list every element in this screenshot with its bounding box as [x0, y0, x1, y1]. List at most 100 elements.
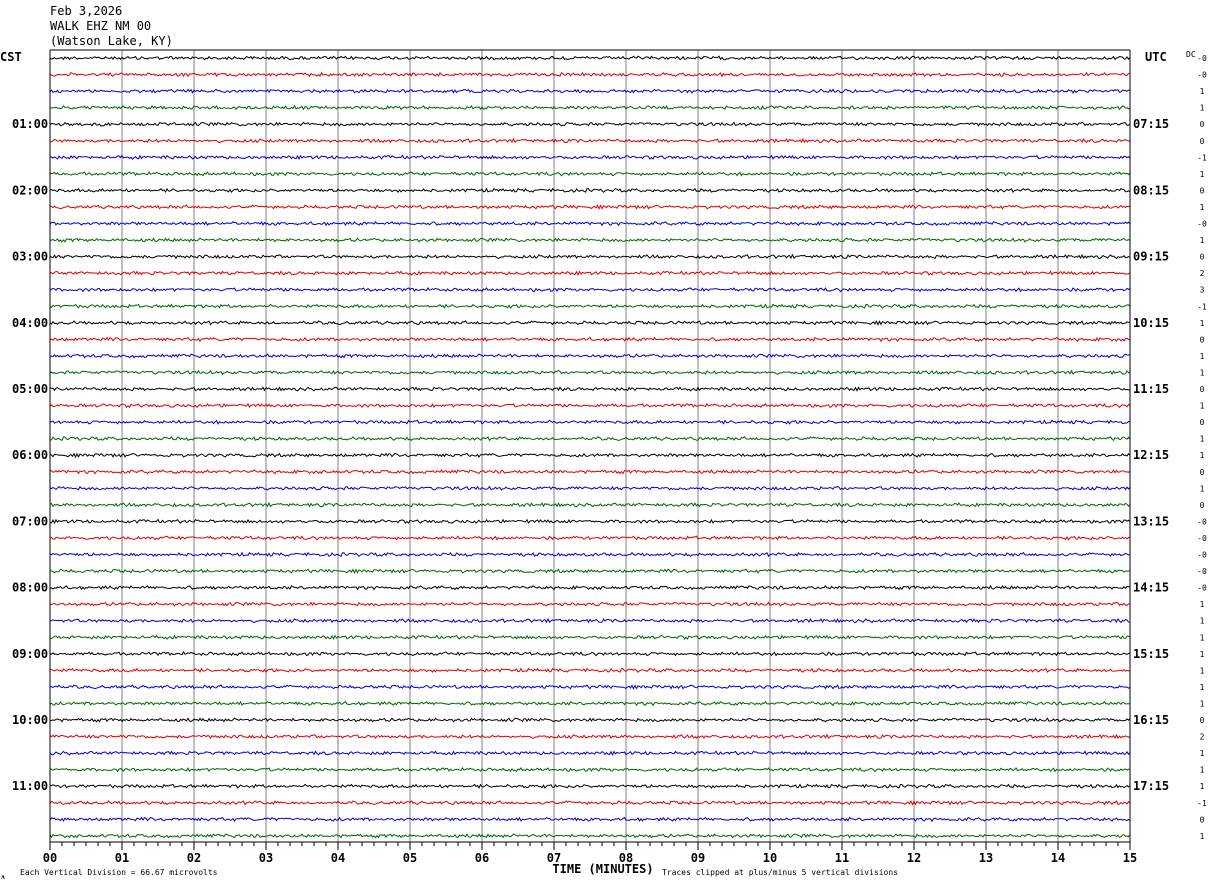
corner-mark: ᴀ [1, 872, 6, 881]
dc-offset-value: 1 [1200, 749, 1205, 758]
dc-offset-value: 0 [1200, 385, 1205, 394]
x-tick-label: 02 [187, 851, 201, 865]
dc-offset-value: 1 [1200, 170, 1205, 179]
trace-line [49, 171, 1131, 177]
x-tick-label: 03 [259, 851, 273, 865]
trace-line [49, 469, 1131, 475]
trace-line [49, 684, 1131, 690]
trace-line [49, 568, 1131, 575]
trace-line [49, 88, 1131, 94]
dc-offset-value: 1 [1200, 352, 1205, 361]
dc-offset-value: 0 [1200, 253, 1205, 262]
dc-offset-value: 1 [1200, 650, 1205, 659]
trace-line [49, 651, 1131, 657]
cst-hour-label: 06:00 [12, 448, 48, 462]
utc-hour-label: 10:15 [1133, 316, 1169, 330]
dc-offset-value: -0 [1197, 567, 1207, 576]
dc-offset-value: 1 [1200, 699, 1205, 708]
trace-line [49, 204, 1131, 211]
trace-line [49, 717, 1131, 723]
clip-note: Traces clipped at plus/minus 5 vertical … [662, 868, 898, 877]
x-tick-label: 13 [979, 851, 993, 865]
cst-hour-label: 02:00 [12, 183, 48, 197]
dc-offset-value: 1 [1200, 319, 1205, 328]
trace-line [49, 634, 1131, 641]
trace-line [49, 220, 1131, 227]
utc-hour-label: 09:15 [1133, 250, 1169, 264]
dc-offset-value: -0 [1197, 534, 1207, 543]
dc-offset-value: -0 [1197, 220, 1207, 229]
trace-line [49, 551, 1131, 558]
dc-offset-value: -0 [1197, 71, 1207, 80]
x-tick-label: 07 [547, 851, 561, 865]
utc-hour-label: 15:15 [1133, 647, 1169, 661]
dc-offset-value: 1 [1200, 402, 1205, 411]
trace-line [49, 584, 1131, 591]
dc-offset-value: 2 [1200, 733, 1205, 742]
dc-offset-value: 0 [1200, 468, 1205, 477]
x-tick-label: 15 [1123, 851, 1137, 865]
scale-note: Each Vertical Division = 66.67 microvolt… [20, 868, 218, 877]
dc-offset-value: 1 [1200, 617, 1205, 626]
dc-offset-value: -1 [1197, 302, 1207, 311]
dc-offset-value: 0 [1200, 716, 1205, 725]
dc-offset-value: 0 [1200, 815, 1205, 824]
trace-line [49, 270, 1131, 277]
trace-line [49, 452, 1131, 459]
dc-offset-value: 0 [1200, 335, 1205, 344]
dc-offset-value: 1 [1200, 633, 1205, 642]
x-tick-label: 11 [835, 851, 849, 865]
x-tick-label: 06 [475, 851, 489, 865]
cst-hour-label: 03:00 [12, 250, 48, 264]
cst-hour-label: 11:00 [12, 779, 48, 793]
dc-offset-value: 1 [1200, 87, 1205, 96]
trace-line [49, 137, 1131, 144]
trace-line [49, 55, 1131, 61]
trace-line [49, 518, 1131, 525]
dc-offset-value: 0 [1200, 501, 1205, 510]
trace-line [49, 71, 1131, 78]
trace-line [49, 287, 1131, 293]
x-tick-label: 14 [1051, 851, 1065, 865]
trace-line [49, 485, 1131, 491]
trace-line [49, 386, 1131, 392]
dc-offset-value: -1 [1197, 799, 1207, 808]
dc-offset-value: 1 [1200, 435, 1205, 444]
x-tick-label: 08 [619, 851, 633, 865]
cst-hour-label: 08:00 [12, 581, 48, 595]
right-axis-title: UTC [1145, 50, 1167, 64]
utc-hour-label: 16:15 [1133, 713, 1169, 727]
seismic-traces [49, 55, 1131, 839]
dc-offset-value: 1 [1200, 236, 1205, 245]
trace-line [49, 733, 1131, 740]
trace-line [49, 303, 1131, 309]
dc-offset-value: -1 [1197, 153, 1207, 162]
trace-line [49, 535, 1131, 541]
header-station: WALK EHZ NM 00 [50, 19, 152, 33]
trace-line [49, 336, 1131, 343]
x-tick-label: 00 [43, 851, 57, 865]
trace-line [49, 320, 1131, 326]
x-tick-label: 05 [403, 851, 417, 865]
trace-line [49, 121, 1131, 127]
utc-hour-label: 12:15 [1133, 448, 1169, 462]
utc-hour-label: 07:15 [1133, 117, 1169, 131]
dc-offset-value: 0 [1200, 186, 1205, 195]
x-tick-label: 12 [907, 851, 921, 865]
trace-line [49, 766, 1131, 773]
trace-line [49, 104, 1131, 111]
trace-line [49, 237, 1131, 243]
cst-hour-label: 04:00 [12, 316, 48, 330]
trace-line [49, 253, 1131, 260]
dc-offset-value: -0 [1197, 517, 1207, 526]
trace-line [49, 369, 1131, 376]
trace-line [49, 601, 1131, 607]
cst-hour-label: 10:00 [12, 713, 48, 727]
dc-offset-value: -0 [1197, 584, 1207, 593]
trace-line [49, 833, 1131, 839]
trace-line [49, 436, 1131, 442]
utc-hour-label: 17:15 [1133, 779, 1169, 793]
cst-hour-label: 07:00 [12, 514, 48, 528]
utc-hour-label: 08:15 [1133, 183, 1169, 197]
